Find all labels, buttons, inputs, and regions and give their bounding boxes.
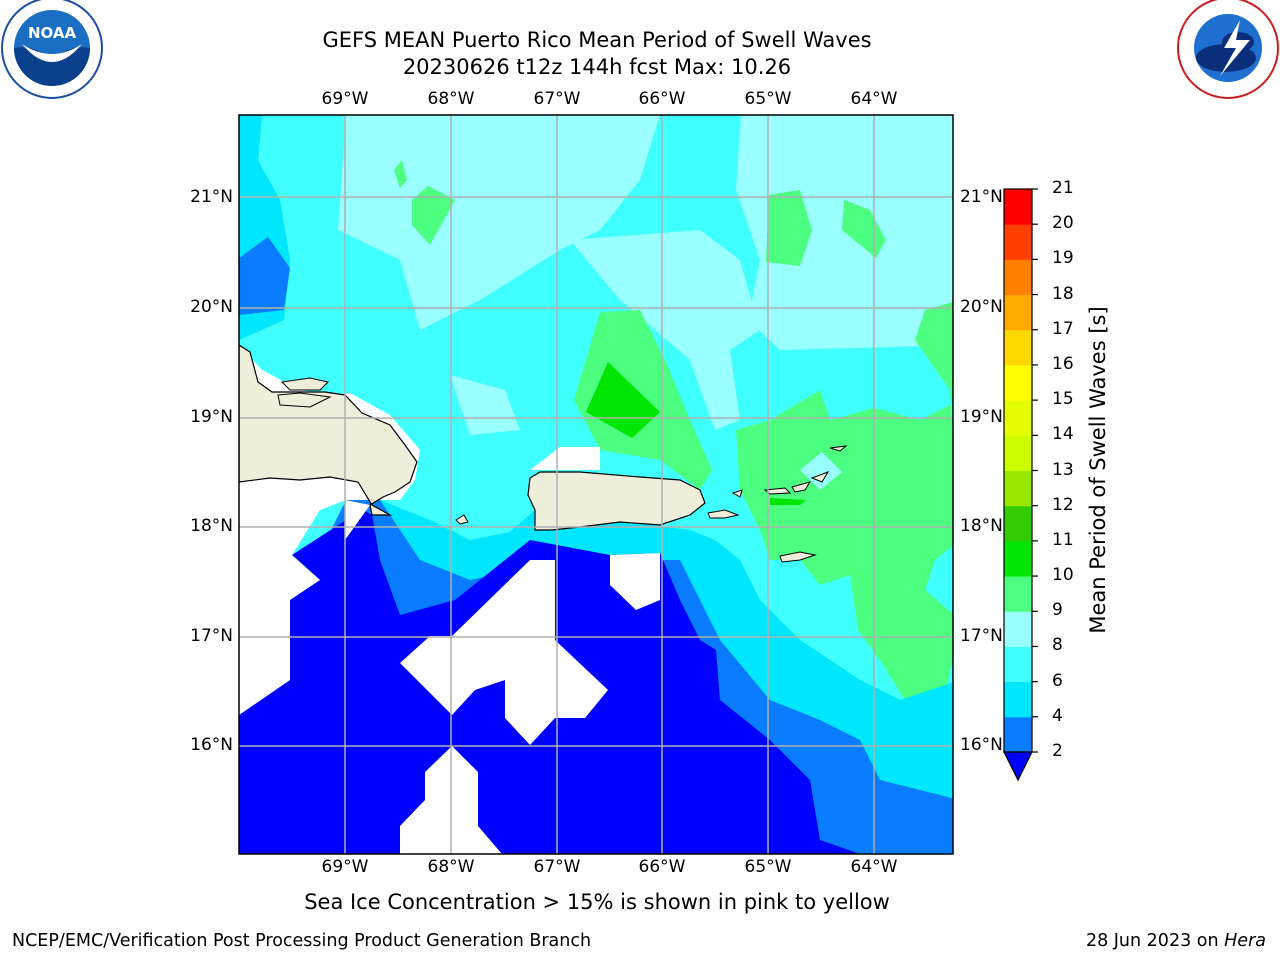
colorbar-extension [1003, 751, 1033, 782]
lat-label-right: 21°N [960, 187, 1003, 207]
colorbar-tick-label: 10 [1052, 565, 1074, 586]
colorbar-tick-label: 16 [1052, 353, 1074, 374]
lat-label-left: 20°N [190, 297, 233, 317]
lon-label-bottom: 67°W [533, 857, 581, 877]
lat-label-right: 18°N [960, 516, 1003, 536]
footer-host: Hera [1224, 931, 1266, 951]
colorbar-tick-label: 18 [1052, 283, 1074, 304]
lon-label-bottom: 69°W [321, 857, 369, 877]
sea-ice-note: Sea Ice Concentration > 15% is shown in … [304, 890, 890, 914]
lon-label-top: 67°W [533, 89, 581, 109]
lon-label-top: 65°W [744, 89, 792, 109]
colorbar-tick-label: 17 [1052, 318, 1074, 339]
colorbar [1003, 188, 1038, 782]
colorbar-title: Mean Period of Swell Waves [s] [1086, 306, 1110, 634]
colorbar-tick-label: 6 [1052, 670, 1063, 691]
colorbar-tick-label: 4 [1052, 705, 1063, 726]
colorbar-segment [1004, 400, 1032, 436]
colorbar-segment [1004, 576, 1032, 612]
lat-label-right: 20°N [960, 297, 1003, 317]
colorbar-segment [1004, 505, 1032, 542]
colorbar-segment [1004, 189, 1032, 225]
map-title: GEFS MEAN Puerto Rico Mean Period of Swe… [322, 28, 872, 52]
colorbar-segment [1004, 470, 1032, 507]
colorbar-segment [1004, 681, 1032, 718]
map-frame [238, 114, 954, 855]
colorbar-segment [1004, 294, 1032, 331]
lat-label-right: 17°N [960, 626, 1003, 646]
lat-label-left: 18°N [190, 516, 233, 536]
lat-label-left: 19°N [190, 407, 233, 427]
colorbar-tick-label: 2 [1052, 741, 1063, 761]
colorbar-segment [1004, 224, 1032, 260]
colorbar-tick-label: 19 [1052, 248, 1074, 269]
colorbar-tick-label: 14 [1052, 424, 1074, 445]
lon-label-bottom: 65°W [744, 857, 792, 877]
lon-label-bottom: 68°W [427, 857, 475, 877]
colorbar-tick-label: 21 [1052, 178, 1074, 198]
colorbar-tick-label: 9 [1052, 600, 1063, 621]
lat-label-right: 16°N [960, 735, 1003, 755]
colorbar-tick-label: 11 [1052, 529, 1074, 550]
colorbar-tick-label: 15 [1052, 389, 1074, 410]
colorbar-segment [1004, 329, 1032, 366]
lon-label-top: 69°W [321, 89, 369, 109]
colorbar-segment [1004, 716, 1032, 753]
lon-label-top: 64°W [850, 89, 898, 109]
colorbar-segment [1004, 259, 1032, 296]
lon-label-bottom: 64°W [850, 857, 898, 877]
colorbar-segment [1004, 435, 1032, 471]
lat-label-left: 16°N [190, 735, 233, 755]
colorbar-tick-label: 13 [1052, 459, 1074, 480]
colorbar-tick-label: 12 [1052, 494, 1074, 515]
colorbar-segment [1004, 646, 1032, 683]
lat-label-left: 17°N [190, 626, 233, 646]
lat-label-left: 21°N [190, 187, 233, 207]
colorbar-segment [1004, 611, 1032, 647]
colorbar-tick-label: 20 [1052, 213, 1074, 234]
colorbar-segment [1004, 364, 1032, 401]
footer-date: 28 Jun 2023 on Hera [1086, 931, 1266, 951]
lat-label-right: 19°N [960, 407, 1003, 427]
lon-label-bottom: 66°W [638, 857, 686, 877]
footer-credit: NCEP/EMC/Verification Post Processing Pr… [12, 931, 592, 951]
colorbar-tick-label: 8 [1052, 635, 1063, 656]
footer-date-text: 28 Jun 2023 on [1085, 931, 1225, 951]
lon-label-top: 68°W [427, 89, 475, 109]
map-subtitle-forecast: 20230626 t12z 144h fcst Max: 10.26 [402, 55, 792, 79]
graticule [239, 115, 953, 854]
swell-period-field [239, 115, 953, 854]
colorbar-segment [1004, 540, 1032, 577]
lon-label-top: 66°W [638, 89, 686, 109]
